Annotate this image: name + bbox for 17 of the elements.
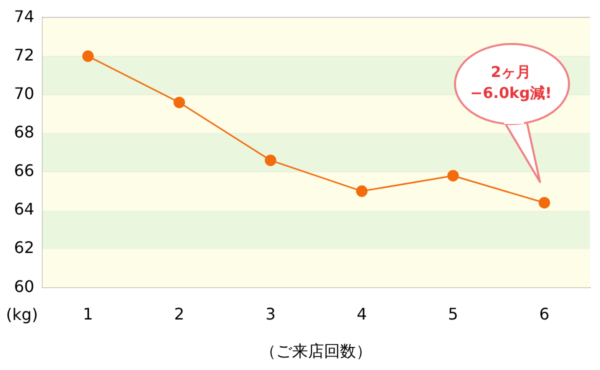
x-tick-label: 6 — [539, 304, 550, 324]
x-tick-label: 4 — [356, 304, 367, 324]
x-tick-label: 2 — [174, 304, 184, 324]
x-axis-title: （ご来店回数） — [260, 342, 372, 361]
y-tick-label: 60 — [14, 276, 34, 296]
y-tick-label: 66 — [14, 161, 34, 180]
annotation: 2ヶ月 −6.0kg減! — [469, 62, 553, 104]
y-tick-label: 74 — [14, 6, 34, 26]
y-axis-title: (kg) — [6, 304, 38, 324]
x-tick-label: 1 — [82, 304, 94, 324]
y-tick-label: 62 — [14, 238, 34, 258]
x-tick-label: 3 — [265, 304, 276, 324]
y-tick-label: 68 — [14, 122, 34, 142]
y-tick-label: 64 — [14, 200, 34, 219]
y-tick-label: 70 — [14, 84, 34, 103]
x-tick-label: 5 — [448, 304, 458, 324]
y-tick-label: 72 — [14, 45, 34, 64]
